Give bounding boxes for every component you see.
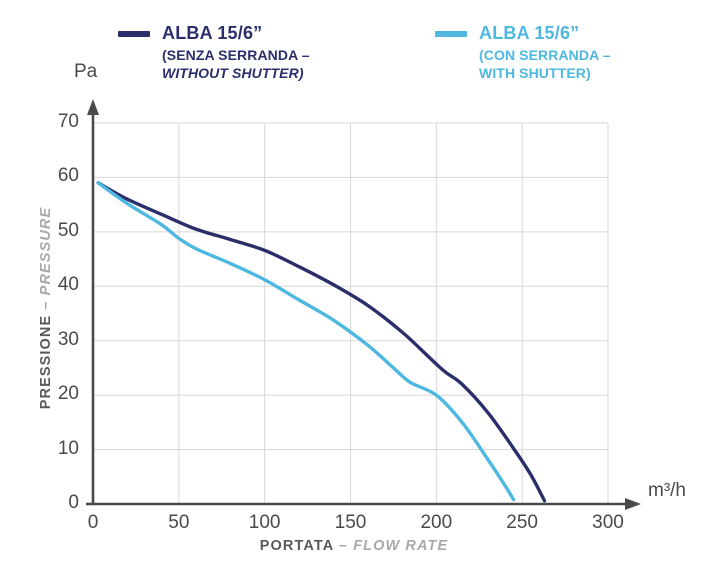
series-line-with-shutter <box>96 181 516 502</box>
y-tick-label: 0 <box>68 492 79 513</box>
x-axis-title-secondary: – FLOW RATE <box>338 538 449 554</box>
y-tick-label: 30 <box>57 328 79 350</box>
y-tick-label: 40 <box>57 274 79 296</box>
y-tick-label: 20 <box>57 383 79 405</box>
y-axis-unit-label: Pa <box>74 61 98 82</box>
axis-lines <box>86 99 641 510</box>
legend-subtitle-it-without-shutter: (SENZA SERRANDA – <box>162 46 310 63</box>
y-tick-label: 10 <box>57 437 79 459</box>
legend-title-with-shutter: ALBA 15/6” <box>479 23 580 43</box>
x-tick-label: 250 <box>506 512 538 533</box>
y-axis-title: PRESSIONE – PRESSURE <box>38 178 54 438</box>
series-lines <box>96 181 547 503</box>
x-axis-unit-label: m³/h <box>648 480 686 501</box>
y-tick-label: 50 <box>57 219 79 241</box>
legend-swatch-without-shutter <box>118 31 150 37</box>
legend-subtitle-it-with-shutter: (CON SERRANDA – <box>479 46 611 63</box>
legend-swatch-with-shutter <box>435 31 467 37</box>
legend-text-without-shutter: ALBA 15/6” (SENZA SERRANDA – WITHOUT SHU… <box>162 22 310 83</box>
x-tick-label: 300 <box>592 512 624 533</box>
y-axis-title-primary: PRESSIONE <box>38 314 54 410</box>
y-axis-title-secondary: – PRESSURE <box>38 206 54 310</box>
x-axis-title: PORTATA – FLOW RATE <box>0 538 708 554</box>
x-axis-title-primary: PORTATA <box>259 538 334 554</box>
legend-item-without-shutter: ALBA 15/6” (SENZA SERRANDA – WITHOUT SHU… <box>118 22 310 83</box>
x-tick-label: 50 <box>168 512 190 533</box>
legend-item-with-shutter: ALBA 15/6” (CON SERRANDA – WITH SHUTTER) <box>435 22 611 83</box>
chart-legend: ALBA 15/6” (SENZA SERRANDA – WITHOUT SHU… <box>0 0 708 100</box>
gridlines <box>93 122 609 504</box>
x-tick-label: 100 <box>248 512 281 533</box>
x-tick-label: 150 <box>334 512 367 533</box>
legend-subtitle-en-without-shutter: WITHOUT SHUTTER) <box>162 65 304 82</box>
x-tick-label: 0 <box>87 512 99 533</box>
legend-text-with-shutter: ALBA 15/6” (CON SERRANDA – WITH SHUTTER) <box>479 22 611 83</box>
legend-title-without-shutter: ALBA 15/6” <box>162 23 263 43</box>
legend-subtitle-en-with-shutter: WITH SHUTTER) <box>479 65 591 82</box>
y-tick-label: 70 <box>57 111 79 132</box>
x-tick-label: 200 <box>420 512 453 533</box>
series-line-without-shutter <box>96 181 547 503</box>
y-tick-label: 60 <box>57 165 79 187</box>
